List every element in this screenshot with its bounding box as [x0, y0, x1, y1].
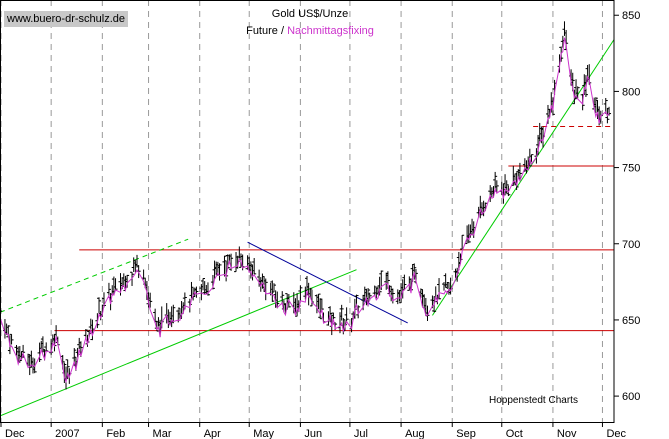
- ohlc-bar: [298, 285, 303, 301]
- ohlc-bar: [494, 180, 499, 192]
- ohlc-bar: [37, 342, 42, 363]
- ohlc-bar: [603, 97, 608, 114]
- x-tick-label: Sep: [456, 428, 476, 439]
- ohlc-bar: [607, 106, 612, 116]
- ohlc-bar: [354, 294, 359, 306]
- x-tick-label: Dec: [606, 428, 626, 439]
- ohlc-bar: [9, 333, 14, 345]
- x-tick-label: Apr: [204, 428, 221, 439]
- ohlc-bar: [217, 263, 222, 281]
- subtitle-separator: /: [277, 25, 288, 37]
- trend-line: [0, 238, 189, 313]
- ohlc-bar: [331, 312, 336, 320]
- ohlc-bar: [514, 172, 519, 191]
- source-credit: Hoppenstedt Charts: [489, 395, 578, 406]
- vertical-gridlines: [0, 0, 603, 422]
- ohlc-bar: [90, 319, 95, 341]
- x-tick-label: Dec: [5, 428, 25, 439]
- ohlc-bar: [270, 280, 275, 302]
- ohlc-bar: [201, 278, 206, 291]
- ohlc-bar: [21, 344, 26, 358]
- ohlc-bar: [125, 274, 130, 288]
- y-tick-label: 650: [622, 315, 640, 327]
- ohlc-bar: [412, 263, 417, 280]
- ohlc-bar: [529, 154, 534, 162]
- ohlc-bar: [318, 298, 323, 320]
- ohlc-bar: [445, 282, 450, 289]
- ohlc-bar: [222, 255, 227, 277]
- ohlc-bar: [113, 278, 118, 290]
- subtitle-future: Future: [246, 25, 278, 37]
- ohlc-bar: [344, 307, 349, 322]
- y-tick-label: 600: [622, 391, 640, 403]
- x-tick-label: Jun: [304, 428, 322, 439]
- x-tick-label: Aug: [405, 428, 425, 439]
- ohlc-bar: [248, 261, 253, 279]
- subtitle-fixing: Nachmittagsfixing: [287, 25, 374, 37]
- x-axis-ticks: Dec 2007 Feb Mar Apr May Jun Jul Aug Sep Oct Nov Dec: [0, 422, 627, 439]
- x-tick-label: 2007: [55, 428, 79, 439]
- x-tick-label: Mar: [153, 428, 172, 439]
- ohlc-bar: [280, 291, 285, 304]
- y-tick-label: 850: [622, 10, 640, 22]
- plot-border: [0, 0, 615, 423]
- ohlc-bar: [377, 276, 382, 296]
- trend-line: [247, 241, 408, 324]
- ohlc-bar: [316, 293, 321, 310]
- ohlc-bar: [252, 257, 257, 275]
- ohlc-bar: [328, 306, 333, 323]
- x-tick-label: May: [253, 428, 274, 439]
- ohlc-bar: [189, 281, 194, 299]
- ohlc-bar: [339, 304, 344, 321]
- x-tick-label: Oct: [506, 428, 523, 439]
- ohlc-bar: [271, 283, 276, 293]
- ohlc-bar: [171, 304, 176, 324]
- x-tick-label: Jul: [354, 428, 368, 439]
- x-tick-label: Feb: [106, 428, 125, 439]
- trend-lines: [0, 39, 615, 417]
- ohlc-bar: [437, 278, 442, 300]
- ohlc-bar: [130, 271, 135, 286]
- ohlc-bar: [97, 297, 102, 316]
- chart-title: Gold US$/Unze: [271, 8, 349, 20]
- ohlc-bar: [593, 97, 598, 113]
- ohlc-bar: [506, 185, 511, 197]
- ohlc-bar: [517, 162, 522, 181]
- ohlc-bar: [575, 86, 580, 99]
- plot-frame: [0, 0, 615, 423]
- fixing-line: [0, 37, 610, 384]
- fixing-series-line: [0, 37, 610, 384]
- ohlc-bar: [402, 274, 407, 290]
- y-axis-ticks: 600 650 700 750 800 850: [614, 10, 640, 403]
- y-tick-label: 700: [622, 239, 640, 251]
- y-tick-label: 800: [622, 86, 640, 98]
- ohlc-bar: [460, 234, 465, 250]
- ohlc-bar: [194, 286, 199, 298]
- website-watermark: www.buero-dr-schulz.de: [4, 11, 128, 27]
- chart-subtitle: Future / Nachmittagsfixing: [160, 25, 460, 37]
- y-tick-label: 750: [622, 163, 640, 175]
- x-tick-label: Nov: [557, 428, 577, 439]
